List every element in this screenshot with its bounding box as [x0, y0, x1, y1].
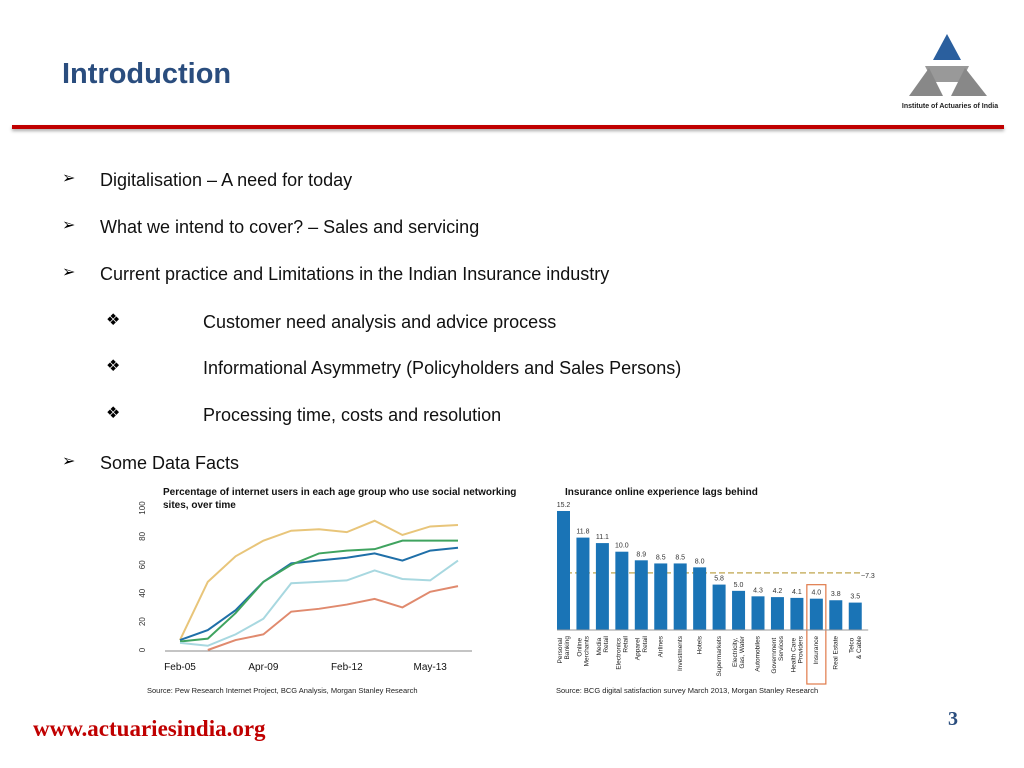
x-tick-label: Feb-05 [164, 662, 196, 673]
value-label: 10.0 [615, 543, 629, 550]
line-series [179, 539, 458, 643]
logo: Institute of Actuaries of India [902, 34, 998, 110]
bar [848, 602, 862, 630]
sub-bullet-marker: ❖ [106, 312, 121, 329]
value-label: 3.5 [850, 594, 860, 601]
slide-title: Introduction [62, 58, 232, 90]
value-label: 5.8 [714, 576, 724, 583]
bar [634, 560, 648, 630]
bullet: Current practice and Limitations in the … [100, 264, 610, 284]
category-label: Government Services [771, 635, 785, 673]
value-label: 8.5 [675, 554, 685, 561]
highlight-box [806, 584, 827, 685]
sub-bullet: Informational Asymmetry (Policyholders a… [203, 358, 682, 378]
value-label: 5.0 [734, 582, 744, 589]
y-tick-label: 100 [138, 501, 147, 515]
value-label: 15.2 [557, 502, 571, 509]
y-tick-label: 80 [138, 531, 147, 540]
category-label: Airlines [657, 635, 664, 657]
value-label: 11.1 [596, 534, 609, 541]
y-tick-label: 20 [138, 617, 147, 626]
value-label: 4.3 [753, 587, 763, 594]
x-tick-label: Apr-09 [248, 662, 278, 673]
category-label: Real Estate [833, 636, 840, 670]
value-label: 4.1 [792, 589, 802, 596]
sub-bullet: Customer need analysis and advice proces… [203, 312, 557, 332]
chart-title: Percentage of internet users in each age… [163, 487, 519, 511]
line-series [179, 519, 459, 641]
value-label: 4.0 [811, 590, 821, 597]
category-label: Hotels [696, 635, 703, 654]
bar [809, 598, 823, 630]
bar [673, 563, 687, 630]
category-label: Media Retail [596, 635, 610, 655]
category-label: Telco & Cable [848, 636, 862, 660]
category-label: Online Merchants [576, 635, 590, 666]
bar [829, 600, 843, 630]
category-label: Investments [677, 635, 684, 671]
bar [576, 537, 590, 630]
line-series [207, 585, 459, 651]
bar [654, 563, 668, 630]
bullet-marker: ➢ [62, 217, 76, 234]
category-label: Electronics Retail [615, 635, 629, 669]
category-label: Insurance [813, 636, 820, 665]
bullet-marker: ➢ [62, 170, 76, 187]
chart-source: Source: BCG digital satisfaction survey … [556, 686, 818, 695]
bar [770, 597, 784, 630]
bullet: Digitalisation – A need for today [100, 170, 353, 190]
reference-label: ~7.3 [861, 573, 875, 580]
value-label: 8.0 [695, 558, 705, 565]
bar [615, 551, 629, 630]
category-label: Health Care Providers [790, 635, 804, 672]
footer-url: www.actuariesindia.org [33, 716, 266, 741]
bullet: Some Data Facts [100, 453, 240, 473]
sub-bullet-marker: ❖ [106, 405, 121, 422]
category-label: Personal Banking [557, 636, 571, 664]
bar [790, 597, 804, 630]
value-label: 4.2 [773, 588, 783, 595]
category-label: Automobiles [755, 635, 762, 672]
y-tick-label: 0 [138, 647, 147, 652]
title-rule [12, 125, 1004, 129]
x-tick-label: Feb-12 [331, 662, 363, 673]
category-label: Electricity, Gas, Water [732, 635, 746, 668]
y-tick-label: 40 [138, 588, 147, 597]
value-label: 8.5 [656, 554, 666, 561]
category-label: Apparel Retail [634, 635, 648, 660]
bar [693, 567, 707, 630]
bar [732, 590, 746, 630]
bar [557, 510, 570, 630]
bullet: What we intend to cover? – Sales and ser… [100, 217, 480, 237]
sub-bullet: Processing time, costs and resolution [203, 405, 502, 425]
bar [595, 543, 609, 630]
bar [751, 596, 765, 630]
line-series [179, 546, 459, 642]
category-label: Supermarkets [716, 635, 723, 676]
page-number: 3 [948, 708, 958, 730]
x-tick-label: May-13 [414, 662, 448, 673]
chart-source: Source: Pew Research Internet Project, B… [147, 686, 418, 695]
line-series [179, 559, 459, 647]
value-label: 11.8 [576, 529, 589, 536]
sub-bullet-marker: ❖ [106, 358, 121, 375]
value-label: 3.8 [831, 591, 841, 598]
y-tick-label: 60 [138, 560, 147, 569]
bullet-marker: ➢ [62, 453, 76, 470]
logo-text: Institute of Actuaries of India [902, 103, 998, 110]
value-label: 8.9 [636, 551, 646, 558]
bullet-marker: ➢ [62, 264, 76, 281]
chart-title: Insurance online experience lags behind [565, 487, 758, 498]
bar [712, 584, 726, 630]
